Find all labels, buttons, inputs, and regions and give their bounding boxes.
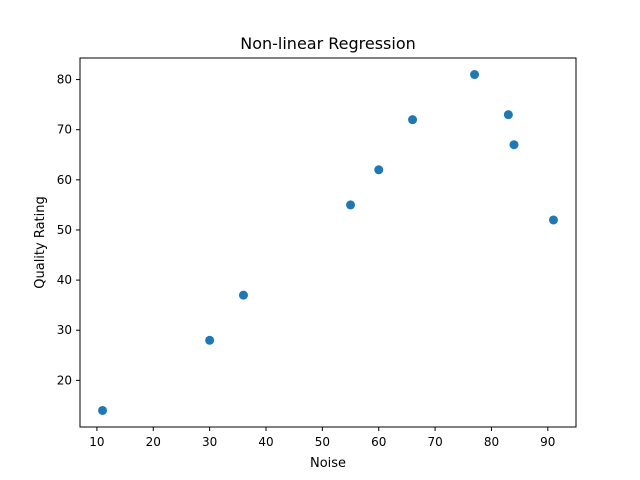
data-point [239,291,248,300]
x-tick-label: 60 [371,435,386,449]
x-tick-label: 10 [89,435,104,449]
x-tick-label: 50 [315,435,330,449]
data-point [470,70,479,79]
y-axis-label: Quality Rating [33,196,48,289]
x-tick-label: 20 [146,435,161,449]
data-point [549,215,558,224]
y-tick-label: 20 [57,373,72,387]
y-tick-label: 40 [57,273,72,287]
x-tick-label: 70 [427,435,442,449]
x-tick-label: 80 [484,435,499,449]
x-tick-label: 90 [540,435,555,449]
y-tick-label: 70 [57,123,72,137]
data-point [504,110,513,119]
x-tick-label: 40 [258,435,273,449]
data-point [374,165,383,174]
data-point [408,115,417,124]
x-axis-label: Noise [310,456,346,471]
data-point [98,406,107,415]
data-point [346,200,355,209]
y-tick-label: 50 [57,223,72,237]
data-point [205,336,214,345]
y-tick-label: 80 [57,73,72,87]
y-tick-label: 60 [57,173,72,187]
x-tick-label: 30 [202,435,217,449]
chart-title: Non-linear Regression [240,34,416,53]
data-point [510,140,519,149]
y-tick-label: 30 [57,323,72,337]
